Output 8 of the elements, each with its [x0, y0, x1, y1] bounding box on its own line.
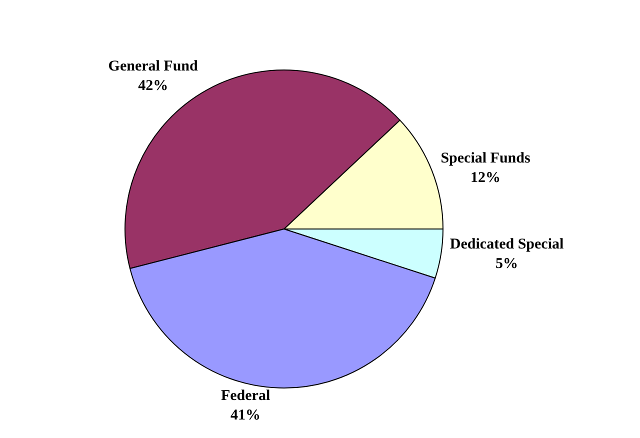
data-label: 12%	[470, 170, 501, 186]
slice-label: General Fund	[108, 58, 199, 74]
slice-label: Dedicated Special	[450, 236, 564, 253]
data-label: 42%	[138, 78, 168, 94]
slice-label: Special Funds	[440, 150, 530, 166]
data-label: 41%	[230, 407, 261, 424]
data-label: 5%	[496, 256, 518, 272]
slice-label: Federal	[220, 388, 270, 404]
